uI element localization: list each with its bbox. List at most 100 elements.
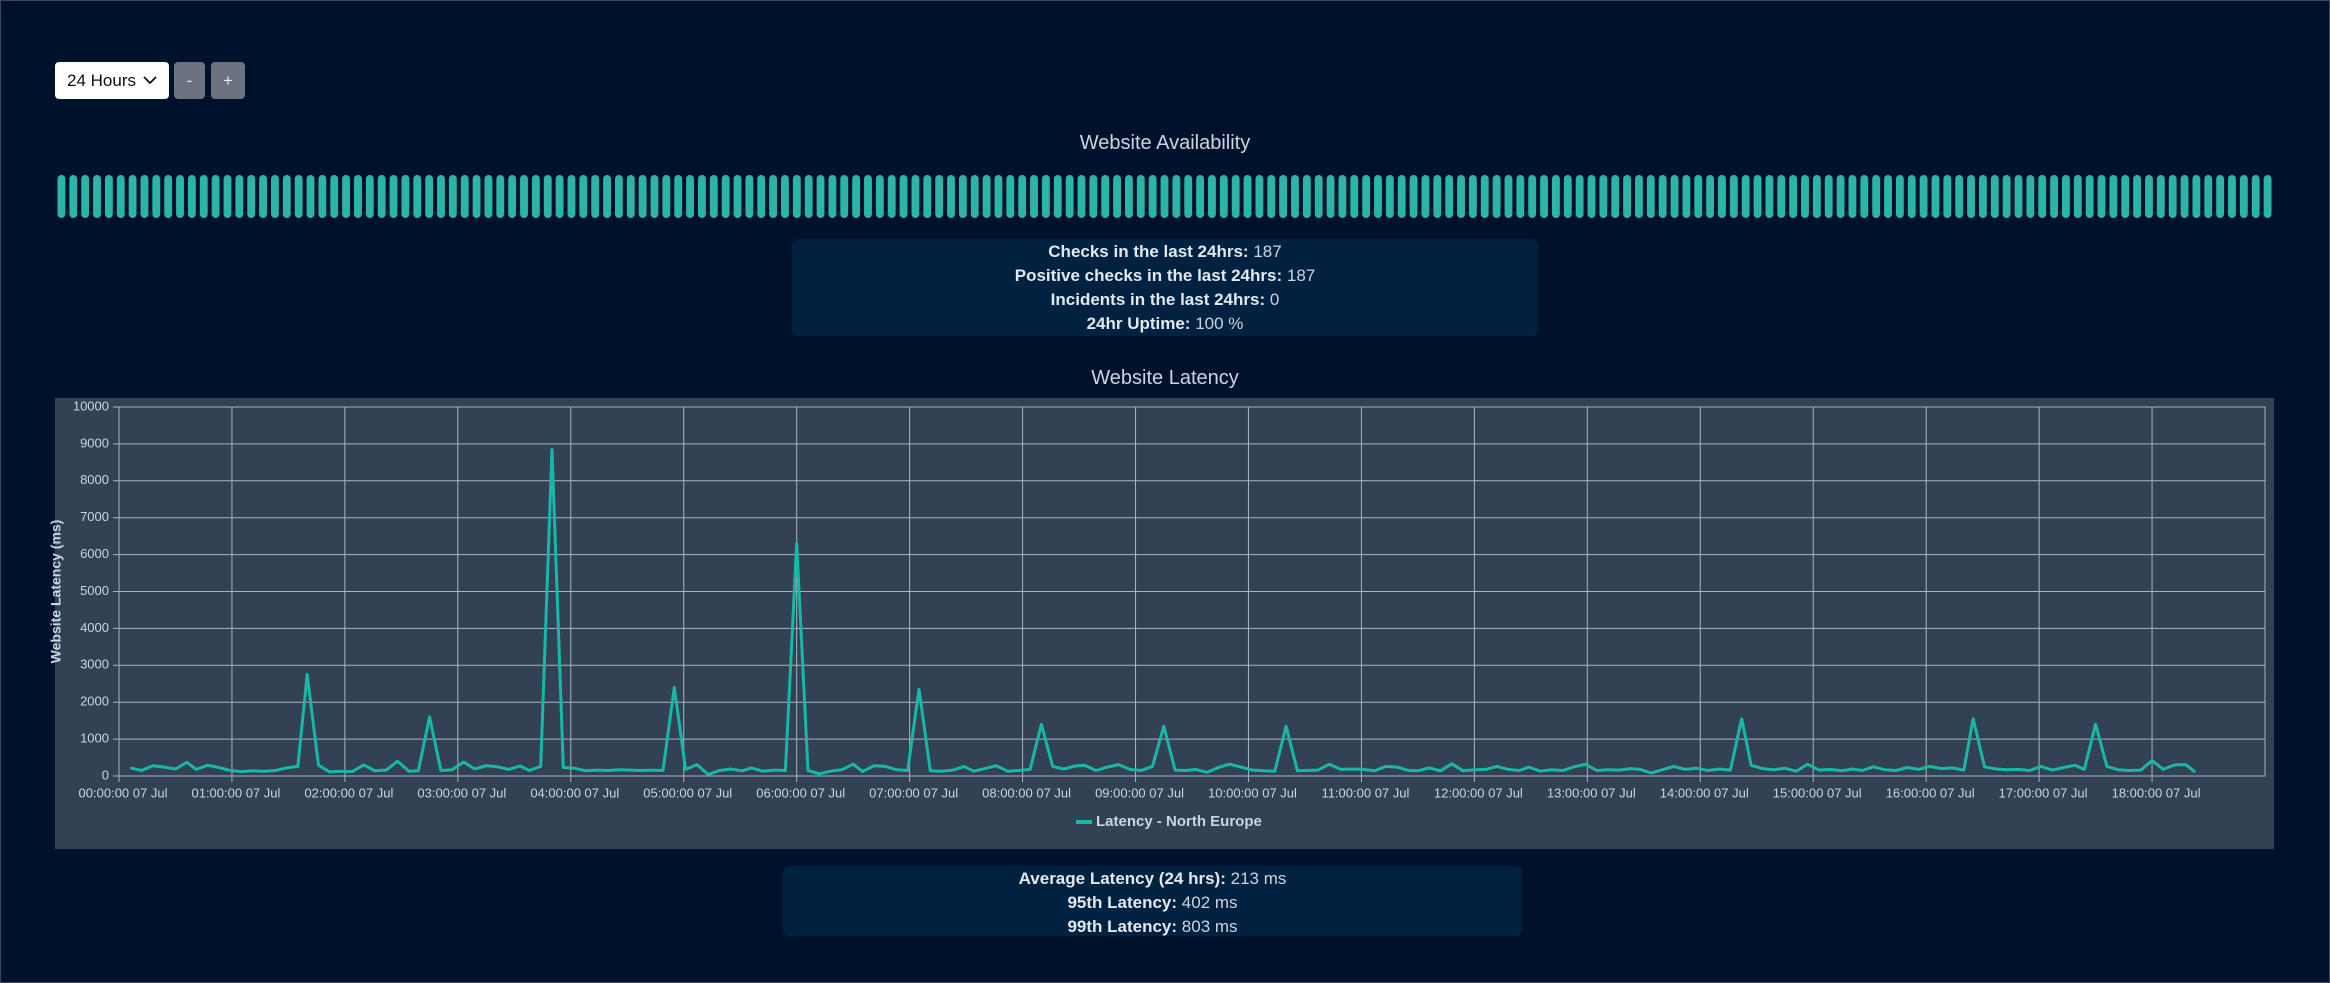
availability-bar	[1208, 175, 1216, 218]
availability-bar	[2097, 175, 2106, 218]
availability-bar	[1801, 175, 1809, 218]
y-tick-label: 2000	[80, 694, 109, 709]
availability-bar	[413, 175, 422, 218]
availability-bar	[187, 175, 196, 218]
availability-bar	[1279, 175, 1288, 218]
x-tick-label: 16:00:00 07 Jul	[1886, 785, 1975, 800]
stat-label: 95th Latency:	[1067, 893, 1178, 912]
availability-bar	[2002, 175, 2011, 218]
availability-bar	[1196, 175, 1205, 218]
availability-bar	[1397, 175, 1406, 218]
y-tick-label: 10000	[73, 398, 109, 413]
availability-bar	[1872, 175, 1881, 218]
availability-bar	[1350, 175, 1359, 218]
availability-bar	[472, 175, 481, 218]
availability-bar	[1718, 175, 1726, 218]
availability-bar	[318, 175, 327, 218]
availability-bar	[2168, 175, 2177, 218]
zoom-out-button[interactable]: -	[174, 62, 205, 99]
availability-bar	[1931, 175, 1940, 218]
x-tick-label: 17:00:00 07 Jul	[1999, 785, 2088, 800]
availability-bar	[520, 175, 528, 218]
availability-bar	[1978, 175, 1987, 218]
availability-bar	[235, 175, 244, 218]
availability-bar	[1599, 175, 1608, 218]
stat-value: 187	[1286, 266, 1316, 285]
availability-bar	[733, 175, 742, 218]
zoom-in-button[interactable]: +	[211, 62, 245, 99]
latency-stats: Average Latency (24 hrs): 213 ms 95th Lat…	[783, 866, 1522, 936]
availability-bar	[1326, 175, 1335, 218]
availability-bar	[1884, 175, 1892, 218]
availability-bar	[875, 175, 884, 218]
availability-bar	[2085, 175, 2094, 218]
x-tick-label: 12:00:00 07 Jul	[1434, 785, 1523, 800]
availability-bar	[852, 175, 861, 218]
availability-bar	[2133, 175, 2142, 218]
availability-bar	[840, 175, 849, 218]
plot-border	[118, 406, 2266, 777]
availability-bar	[1409, 175, 1418, 218]
x-tick-label: 07:00:00 07 Jul	[869, 785, 958, 800]
availability-bar	[484, 175, 493, 218]
stat-row: Average Latency (24 hrs): 213 ms	[783, 867, 1522, 891]
availability-bar	[282, 175, 291, 218]
stat-value: 803 ms	[1181, 917, 1238, 936]
availability-bar	[923, 175, 932, 218]
range-select-label: 24 Hours	[67, 70, 136, 90]
availability-bar	[674, 175, 683, 218]
availability-bar	[2216, 175, 2225, 218]
availability-bar	[1836, 175, 1845, 218]
range-select[interactable]: 24 Hours	[55, 62, 169, 99]
availability-bar	[650, 175, 659, 218]
availability-bar	[1468, 175, 1477, 218]
availability-bar	[199, 175, 208, 218]
availability-bar	[342, 175, 351, 218]
availability-bar	[935, 175, 944, 218]
availability-bar	[769, 175, 778, 218]
availability-bar	[1362, 175, 1371, 218]
chevron-icon	[143, 76, 157, 85]
availability-bar	[1777, 175, 1786, 218]
availability-bar	[116, 175, 125, 218]
stat-row: Checks in the last 24hrs: 187	[792, 240, 1538, 264]
availability-bar	[294, 175, 303, 218]
availability-bar	[1955, 175, 1964, 218]
availability-bar	[1848, 175, 1857, 218]
availability-bar	[828, 175, 837, 218]
availability-bar	[1670, 175, 1679, 218]
availability-bar	[2014, 175, 2023, 218]
availability-bar	[1077, 175, 1086, 218]
availability-bar	[1243, 175, 1252, 218]
y-tick-label: 1000	[80, 731, 109, 746]
availability-bar	[1421, 175, 1430, 218]
stat-label: 99th Latency:	[1067, 917, 1178, 936]
availability-bar	[1623, 175, 1632, 218]
availability-bar	[1765, 175, 1774, 218]
availability-bar	[638, 175, 647, 218]
availability-bar	[1053, 175, 1062, 218]
availability-bar	[1030, 175, 1038, 218]
availability-bar	[437, 175, 445, 218]
availability-bar	[603, 175, 611, 218]
availability-bar	[1682, 175, 1691, 218]
x-tick-label: 18:00:00 07 Jul	[2112, 785, 2201, 800]
availability-bar	[1516, 175, 1525, 218]
availability-bar	[567, 175, 576, 218]
availability-bar	[1267, 175, 1276, 218]
availability-bar	[1789, 175, 1798, 218]
availability-bar	[1445, 175, 1454, 218]
availability-bar	[543, 175, 552, 218]
chart-panel	[55, 398, 2274, 849]
availability-bar	[970, 175, 979, 218]
y-tick-label: 0	[102, 767, 109, 782]
y-tick-label: 5000	[80, 583, 109, 598]
availability-bar	[1563, 175, 1572, 218]
availability-bar	[1492, 175, 1501, 218]
x-tick-label: 04:00:00 07 Jul	[530, 785, 619, 800]
availability-bar	[104, 175, 113, 218]
availability-bar	[2251, 175, 2260, 218]
stat-value: 402 ms	[1181, 893, 1238, 912]
availability-bar	[2121, 175, 2130, 218]
